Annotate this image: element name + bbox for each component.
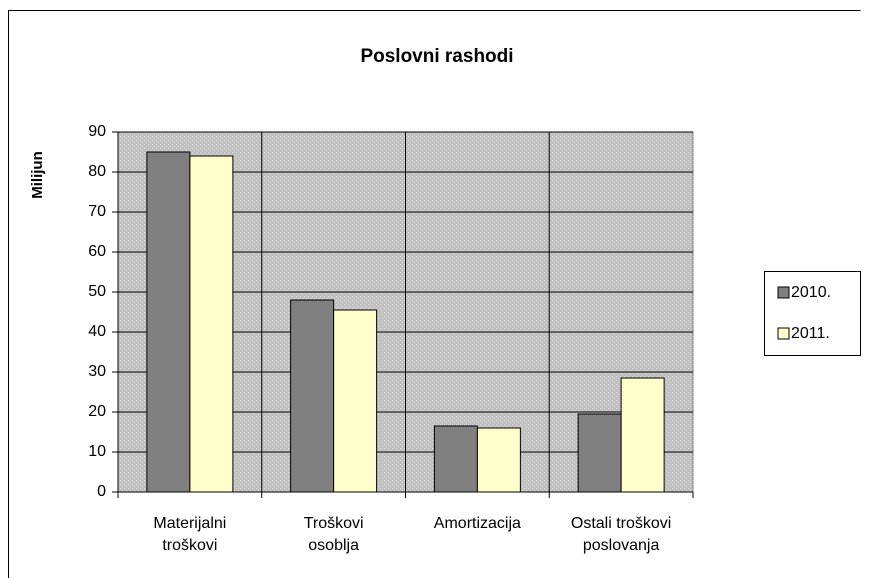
bar [146,151,191,493]
chart-title: Poslovni rashodi [360,46,513,67]
x-tick-label: Amortizacija [434,515,521,532]
y-tick-label: 70 [88,203,106,220]
legend-label: 2011. [791,325,830,342]
bar [333,309,378,493]
bar [433,425,478,493]
bar [620,377,665,493]
x-tick-label: Materijalni troškovi [153,515,226,554]
y-tick-label: 60 [88,243,106,260]
x-tick-label: Ostali troškovi poslovanja [571,515,671,554]
legend-swatch [777,286,790,299]
legend-swatch [777,327,790,340]
legend-label: 2010. [791,284,831,301]
y-tick-label: 90 [88,123,106,140]
bar [189,155,234,493]
y-tick-label: 10 [88,443,106,460]
chart-border [8,10,861,578]
bar [290,299,335,493]
y-tick-label: 50 [88,283,106,300]
y-axis-label: Milijun [29,151,46,199]
y-tick-label: 30 [88,363,106,380]
bar [476,427,521,493]
legend-box [764,271,861,356]
y-tick-label: 0 [97,483,106,500]
x-tick-label: Troškovi osoblja [304,515,364,554]
y-tick-label: 80 [88,163,106,180]
y-tick-label: 40 [88,323,106,340]
y-tick-label: 20 [88,403,106,420]
bar [577,413,622,493]
